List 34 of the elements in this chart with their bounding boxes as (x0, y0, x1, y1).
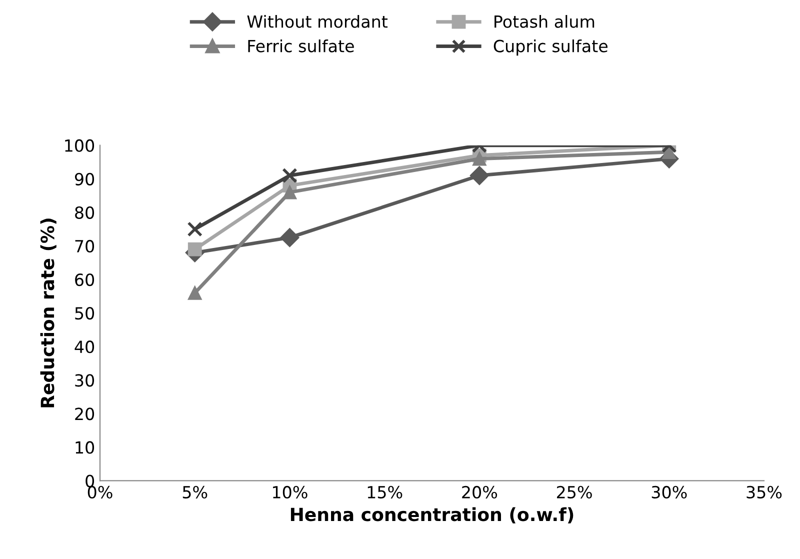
legend-label: Ferric sulfate (248, 39, 354, 52)
x-tick-label: 30% (652, 486, 687, 498)
x-tick-label: 15% (368, 486, 402, 498)
y-tick-label: 70 (75, 240, 94, 253)
x-tick-label: 20% (462, 486, 498, 498)
point (187, 222, 202, 237)
y-tick-label: 90 (74, 172, 94, 186)
y-tick-label: 20 (75, 408, 94, 420)
point (282, 185, 297, 200)
y-tick-label: 0 (86, 474, 94, 488)
x-tick-label: 10% (273, 486, 308, 498)
x-tick-label: 0% (88, 486, 112, 498)
x-tick-label: 25% (556, 486, 592, 498)
point (188, 242, 202, 256)
legend-label: Cupric sulfate (494, 39, 608, 56)
y-tick-label: 100 (65, 139, 94, 152)
y-tick-label: 50 (75, 307, 94, 320)
x-tick-label: 5% (182, 486, 208, 498)
y-tick-label: 60 (75, 273, 94, 286)
x-axis-title: Henna concentration (o.w.f) (290, 507, 574, 524)
point (280, 228, 300, 248)
legend-label: Without mordant (247, 15, 388, 28)
y-tick-label: 10 (76, 441, 94, 454)
point (662, 145, 676, 159)
y-tick-label: 30 (75, 374, 94, 387)
y-axis-title: Reduction rate (%) (40, 218, 56, 408)
point (282, 168, 298, 184)
x-tick-label: 35% (746, 486, 782, 498)
point (470, 166, 489, 186)
point (188, 286, 202, 300)
legend-label: Potash alum (494, 15, 594, 28)
y-tick-label: 40 (74, 340, 94, 354)
point (472, 152, 486, 166)
y-tick-label: 80 (75, 206, 94, 219)
